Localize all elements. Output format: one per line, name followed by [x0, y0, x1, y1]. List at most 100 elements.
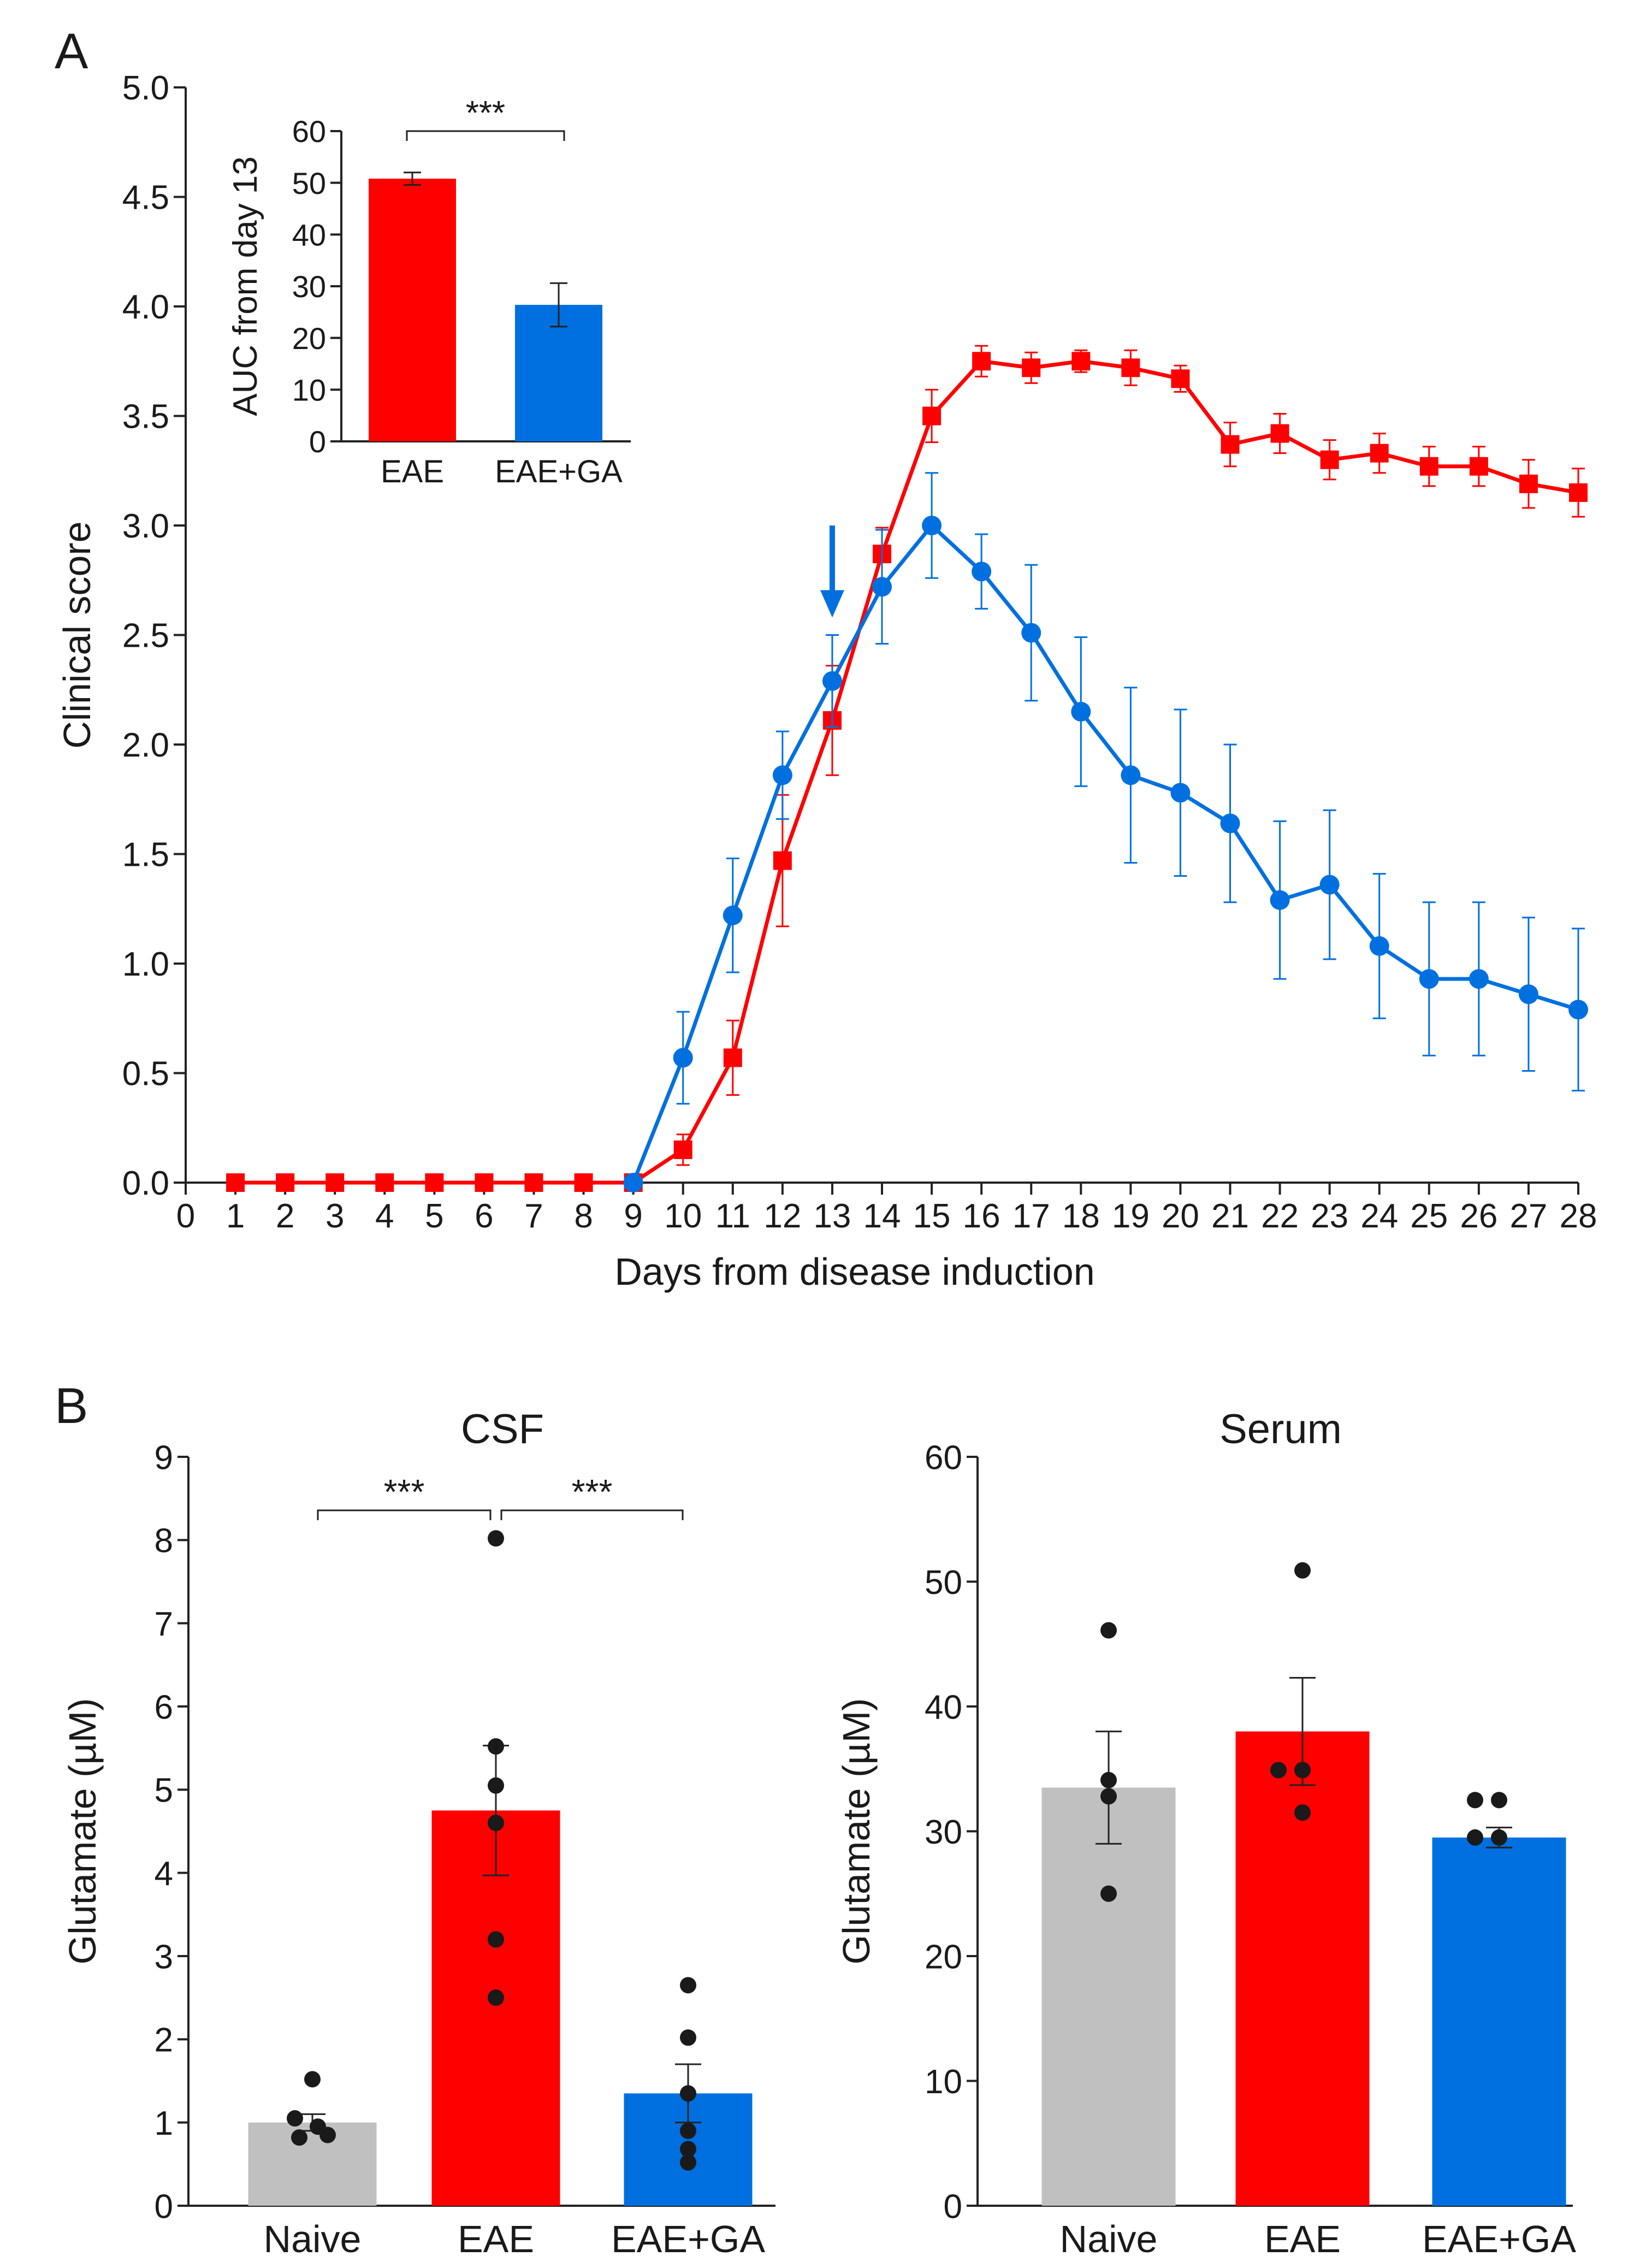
- data-point-eae: [276, 1173, 295, 1192]
- data-point-eae: [425, 1173, 444, 1192]
- x-tick-label: 22: [1261, 1197, 1299, 1235]
- data-dot: [1100, 1885, 1117, 1902]
- data-point-eae: [1071, 352, 1091, 371]
- data-point-ga: [922, 516, 942, 535]
- y-tick-label: 4.5: [122, 179, 169, 217]
- chart-panel-a-inset: 0 10 20 30 40 50 60 EAE EAE+GA AUC from day 13 ***: [227, 94, 631, 489]
- panel-label-a: A: [55, 23, 88, 79]
- bar-eae: [1235, 1731, 1370, 2206]
- data-point-ga: [1021, 623, 1041, 643]
- x-tick-label: 13: [813, 1197, 851, 1235]
- x-axis-title: Days from disease induction: [614, 1250, 1094, 1293]
- data-point-eae: [1022, 358, 1041, 377]
- y-tick-label: 50: [925, 1564, 962, 1602]
- data-point-ga: [723, 905, 743, 925]
- data-dot: [1294, 1562, 1311, 1579]
- y-tick-label: 10: [925, 2063, 962, 2101]
- data-point-eae: [524, 1173, 543, 1192]
- data-point-ga: [673, 1048, 693, 1068]
- x-tick-label: 3: [325, 1197, 344, 1235]
- data-dot: [488, 1530, 504, 1547]
- y-tick-label: 40: [292, 217, 326, 252]
- data-dot: [488, 1931, 504, 1948]
- data-point-ga: [1121, 765, 1141, 785]
- data-dot: [1491, 1829, 1507, 1846]
- x-tick-label: 12: [763, 1197, 801, 1235]
- data-dot: [488, 1989, 504, 2006]
- x-tick-label: 7: [524, 1197, 543, 1235]
- data-dot: [304, 2071, 321, 2088]
- data-point-eae: [1519, 474, 1538, 493]
- x-tick-label: 15: [913, 1197, 951, 1235]
- bar-eae: [431, 1810, 560, 2206]
- x-tick-label: 5: [425, 1197, 443, 1235]
- y-tick-label: 4.0: [122, 288, 169, 326]
- x-tick-label: 19: [1112, 1197, 1150, 1235]
- data-point-eae: [325, 1173, 345, 1192]
- data-dot: [1100, 1788, 1117, 1805]
- chart-panel-b-serum: 0 10 20 30 40 50 60 Naive EAE EAE+GA Serum Glutamat…: [835, 1406, 1576, 2260]
- data-dot: [1294, 1804, 1311, 1821]
- x-tick-label: 21: [1211, 1197, 1249, 1235]
- y-tick-label: 1: [155, 2105, 173, 2142]
- data-dot: [488, 1777, 504, 1794]
- series-line-eae: [235, 359, 1579, 1185]
- category-label: EAE: [381, 454, 444, 489]
- data-dot: [319, 2127, 336, 2143]
- y-tick-label: 20: [292, 321, 326, 356]
- data-point-ga: [872, 577, 892, 597]
- data-dot: [1100, 1771, 1117, 1788]
- data-dot: [680, 2122, 696, 2139]
- x-tick-label: 11: [715, 1197, 750, 1235]
- data-point-ga: [1170, 783, 1191, 803]
- significance-label: ***: [466, 94, 505, 132]
- y-tick-label: 3.0: [122, 507, 169, 545]
- data-point-ga: [1071, 701, 1091, 722]
- data-dot: [1100, 1622, 1117, 1639]
- data-point-eae: [1419, 457, 1438, 476]
- chart-panel-b-csf: 0 1 2 3 4 5 6 7 8 9 Naive EAE EAE+GA CSF Glutamate (µM…: [61, 1406, 775, 2260]
- data-point-ga: [1518, 984, 1538, 1005]
- data-dot: [291, 2129, 307, 2146]
- y-tick-label: 0: [944, 2188, 962, 2225]
- y-tick-label: 60: [292, 114, 326, 149]
- y-tick-label: 3.5: [122, 398, 169, 436]
- data-dot: [1467, 1792, 1483, 1809]
- category-label: EAE: [458, 2218, 534, 2260]
- x-tick-label: 25: [1410, 1197, 1448, 1235]
- bar-naive: [1041, 1787, 1176, 2206]
- y-axis-title: Glutamate (µM): [835, 1698, 878, 1965]
- data-point-eae: [574, 1173, 593, 1192]
- data-point-eae: [723, 1048, 742, 1067]
- category-label: EAE: [1264, 2218, 1341, 2260]
- bar-eae-ga: [1432, 1837, 1566, 2206]
- data-point-ga: [1469, 969, 1489, 989]
- significance-label: ***: [384, 1472, 425, 1511]
- data-point-eae: [475, 1173, 494, 1192]
- y-tick-label: 5.0: [122, 69, 169, 107]
- x-tick-label: 0: [176, 1197, 195, 1235]
- y-tick-label: 40: [925, 1688, 962, 1726]
- treatment-arrow-head: [820, 590, 844, 618]
- x-tick-label: 1: [226, 1197, 245, 1235]
- bar-eae-ga: [515, 305, 602, 441]
- x-tick-label: 24: [1360, 1197, 1398, 1235]
- data-point-eae: [1171, 369, 1190, 388]
- y-tick-label: 2.0: [122, 727, 169, 764]
- y-tick-label: 9: [155, 1439, 173, 1476]
- x-tick-label: 16: [963, 1197, 1000, 1235]
- data-dot: [1491, 1792, 1507, 1809]
- data-point-eae: [773, 851, 792, 870]
- series-line-ga: [631, 523, 1579, 1184]
- y-tick-label: 2.5: [122, 617, 169, 655]
- x-tick-label: 20: [1162, 1197, 1199, 1235]
- y-tick-label: 20: [925, 1938, 962, 1976]
- y-tick-label: 10: [292, 373, 326, 407]
- x-tick-label: 14: [863, 1197, 901, 1235]
- bar-naive: [248, 2122, 377, 2206]
- y-tick-label: 60: [925, 1439, 962, 1476]
- data-dot: [287, 2110, 303, 2127]
- y-tick-label: 6: [155, 1688, 173, 1726]
- x-tick-label: 4: [375, 1197, 394, 1235]
